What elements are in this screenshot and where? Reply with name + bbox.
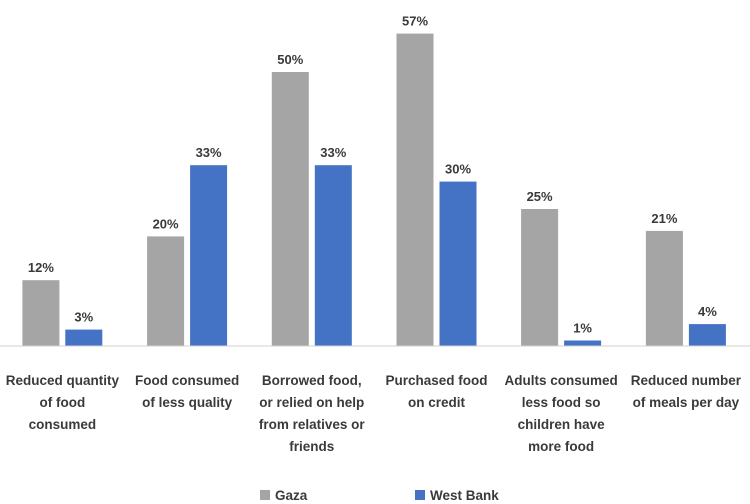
data-label-west-bank-3: 33% — [320, 145, 346, 160]
category-label-1-line-3: consumed — [29, 417, 97, 432]
category-label-2-line-1: Food consumed — [135, 373, 239, 388]
bar-west-bank-5 — [564, 340, 602, 346]
data-label-gaza-6: 21% — [651, 211, 677, 226]
category-label-6-line-1: Reduced number — [631, 373, 742, 388]
legend-swatch-gaza — [260, 490, 270, 500]
data-label-gaza-5: 25% — [527, 189, 553, 204]
data-label-gaza-2: 20% — [153, 216, 179, 231]
data-label-west-bank-6: 4% — [698, 304, 717, 319]
category-label-5-line-2: less food so — [522, 395, 601, 410]
category-label-5-line-1: Adults consumed — [504, 373, 617, 388]
category-label-3-line-3: from relatives or — [259, 417, 366, 432]
bar-gaza-6 — [645, 230, 683, 346]
legend-label-west-bank: West Bank — [430, 488, 499, 503]
data-label-west-bank-5: 1% — [573, 321, 592, 336]
category-label-4-line-1: Purchased food — [385, 373, 487, 388]
bar-gaza-5 — [521, 209, 559, 346]
data-label-gaza-1: 12% — [28, 260, 54, 275]
category-label-6-line-2: of meals per day — [633, 395, 740, 410]
category-label-2-line-2: of less quality — [142, 395, 233, 410]
bar-west-bank-4 — [439, 181, 477, 346]
bar-gaza-2 — [147, 236, 185, 346]
category-labels-layer: Reduced quantity of food consumed Food cons… — [6, 373, 742, 454]
legend-swatch-west-bank — [415, 490, 425, 500]
bars-layer — [22, 33, 726, 346]
category-label-1-line-1: Reduced quantity — [6, 373, 120, 388]
bar-gaza-3 — [271, 72, 309, 346]
data-label-west-bank-2: 33% — [196, 145, 222, 160]
category-label-1-line-2: of food — [40, 395, 86, 410]
bar-west-bank-2 — [190, 165, 228, 346]
category-label-5-line-3: children have — [518, 417, 606, 432]
data-label-gaza-3: 50% — [277, 52, 303, 67]
category-label-3-line-4: friends — [289, 439, 334, 454]
bar-west-bank-6 — [688, 324, 726, 346]
bar-west-bank-1 — [65, 329, 103, 346]
data-label-west-bank-1: 3% — [74, 310, 93, 325]
category-label-3-line-2: or relied on help — [259, 395, 364, 410]
bar-gaza-4 — [396, 33, 434, 346]
data-label-west-bank-4: 30% — [445, 162, 471, 177]
category-label-5-line-4: more food — [528, 439, 594, 454]
legend-label-gaza: Gaza — [275, 488, 308, 503]
category-label-4-line-2: on credit — [408, 395, 466, 410]
value-labels-layer: 12% 3% 20% 33% 50% 33% 57% 30% 25% 1% 21% 4% — [28, 14, 717, 336]
legend: Gaza West Bank — [260, 488, 499, 503]
data-label-gaza-4: 57% — [402, 14, 428, 29]
bar-gaza-1 — [22, 280, 60, 346]
bar-west-bank-3 — [314, 165, 352, 346]
category-label-3-line-1: Borrowed food, — [262, 373, 362, 388]
